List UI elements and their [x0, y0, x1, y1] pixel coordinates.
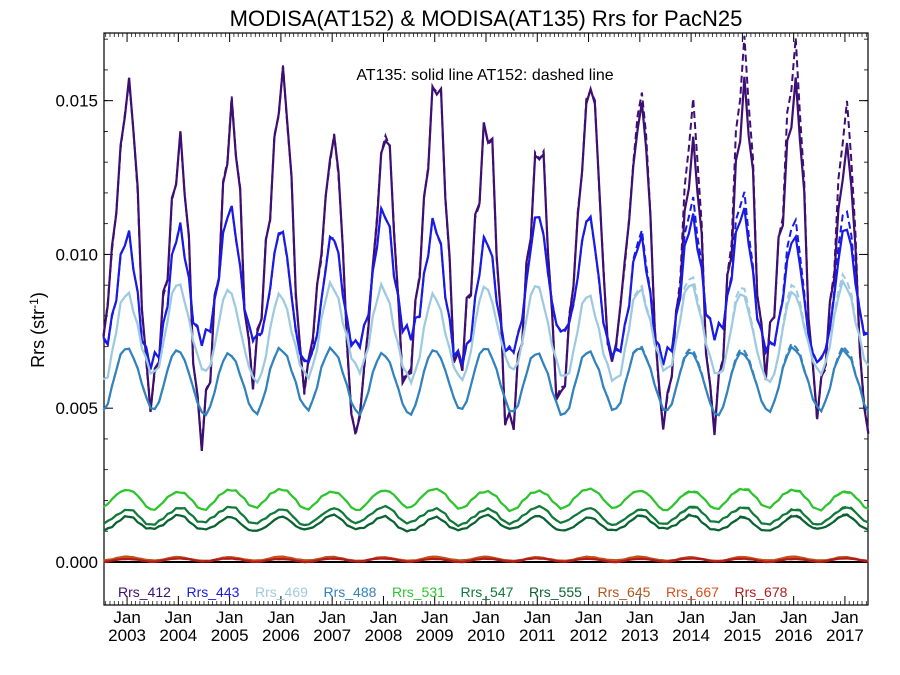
plot-area: 0.0000.0050.0100.015Jan2003Jan2004Jan200… [55, 32, 870, 645]
x-tick-label-month: Jan [780, 608, 807, 627]
x-tick-label-year: 2016 [775, 626, 813, 645]
y-axis-label-sup: -1 [27, 298, 41, 309]
legend-entry-rrs_443: Rrs_443 [187, 584, 240, 600]
x-tick-label-year: 2003 [108, 626, 146, 645]
x-tick-label-month: Jan [472, 608, 499, 627]
x-tick-label-month: Jan [677, 608, 704, 627]
x-tick-label-year: 2012 [570, 626, 608, 645]
y-axis-label-main: Rrs (str [28, 309, 48, 368]
x-tick-label-month: Jan [626, 608, 653, 627]
series-line-solid-rrs_488 [102, 345, 870, 417]
y-tick-label: 0.000 [55, 553, 98, 572]
x-tick-label-month: Jan [575, 608, 602, 627]
x-tick-label-month: Jan [370, 608, 397, 627]
x-tick-label-month: Jan [113, 608, 140, 627]
x-tick-label-year: 2005 [211, 626, 249, 645]
x-tick-label-year: 2010 [467, 626, 505, 645]
x-tick-label-year: 2011 [519, 626, 556, 645]
x-tick-label-year: 2008 [365, 626, 403, 645]
line-style-annotation: AT135: solid line AT152: dashed line [356, 67, 613, 84]
x-tick-label-month: Jan [729, 608, 756, 627]
series-line-solid-rrs_412 [102, 67, 870, 451]
x-tick-label-month: Jan [524, 608, 551, 627]
series-line-solid-rrs_678 [103, 557, 869, 564]
x-tick-label-year: 2007 [313, 626, 351, 645]
x-tick-label-month: Jan [318, 608, 345, 627]
series-line-solid-rrs_555 [102, 513, 869, 533]
series-line-solid-rrs_547 [102, 504, 869, 528]
series-line-solid-rrs_531 [102, 487, 869, 513]
x-tick-label-year: 2014 [672, 626, 710, 645]
legend-entry-rrs_555: Rrs_555 [529, 584, 582, 600]
y-tick-label: 0.005 [55, 399, 98, 418]
chart-title: MODISA(AT152) & MODISA(AT135) Rrs for Pa… [230, 6, 743, 31]
legend-entry-rrs_678: Rrs_678 [735, 584, 788, 600]
legend-entry-rrs_547: Rrs_547 [461, 584, 514, 600]
legend-entry-rrs_412: Rrs_412 [118, 584, 171, 600]
x-tick-label-month: Jan [216, 608, 243, 627]
x-tick-label-year: 2006 [262, 626, 300, 645]
y-tick-label: 0.010 [55, 245, 98, 264]
legend-entry-rrs_469: Rrs_469 [255, 584, 308, 600]
legend-entry-rrs_531: Rrs_531 [392, 584, 445, 600]
legend-entry-rrs_488: Rrs_488 [324, 584, 377, 600]
series-line-solid-rrs_443 [102, 205, 869, 370]
series-line-solid-rrs_469 [103, 278, 870, 386]
x-tick-label-month: Jan [831, 608, 858, 627]
y-tick-label: 0.015 [55, 92, 98, 111]
x-tick-label-month: Jan [165, 608, 192, 627]
x-tick-label-year: 2009 [416, 626, 454, 645]
x-tick-label-month: Jan [267, 608, 294, 627]
y-axis-label-close: ) [28, 292, 48, 298]
y-axis-label: Rrs (str-1) [27, 292, 48, 368]
x-tick-label-year: 2013 [621, 626, 659, 645]
x-tick-label-year: 2004 [159, 626, 197, 645]
x-tick-label-year: 2015 [723, 626, 761, 645]
legend-entry-rrs_645: Rrs_645 [598, 584, 651, 600]
x-tick-label-month: Jan [421, 608, 448, 627]
x-tick-label-year: 2017 [826, 626, 864, 645]
legend-entry-rrs_667: Rrs_667 [666, 584, 719, 600]
